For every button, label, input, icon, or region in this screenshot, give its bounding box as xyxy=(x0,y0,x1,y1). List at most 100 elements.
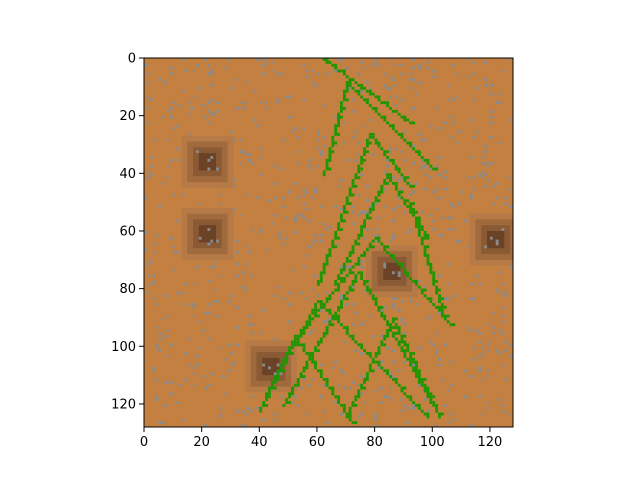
pebble xyxy=(417,81,421,84)
vegetation-cell xyxy=(377,95,381,99)
vegetation-cell xyxy=(400,349,404,353)
pebble xyxy=(357,415,361,419)
vegetation-cell xyxy=(414,372,418,376)
pebble xyxy=(487,323,490,327)
pebble xyxy=(446,83,450,87)
pebble xyxy=(308,164,312,168)
pebble xyxy=(475,86,479,90)
vegetation-cell xyxy=(340,323,343,327)
vegetation-cell xyxy=(414,150,418,154)
vegetation-cell xyxy=(319,369,323,373)
vegetation-cell xyxy=(348,202,352,206)
pebble xyxy=(469,118,473,122)
vegetation-cell xyxy=(342,98,346,102)
vegetation-cell xyxy=(354,242,358,246)
pebble xyxy=(169,115,173,119)
pebble xyxy=(210,69,214,73)
vegetation-cell xyxy=(314,366,317,370)
vegetation-cell xyxy=(325,259,329,263)
vegetation-cell xyxy=(285,360,289,364)
pebble xyxy=(218,415,222,419)
pebble xyxy=(190,107,194,110)
pebble xyxy=(507,412,511,416)
pebble xyxy=(236,343,240,347)
pebble xyxy=(403,130,407,133)
pebble xyxy=(265,107,268,110)
vegetation-cell xyxy=(340,268,343,272)
vegetation-cell xyxy=(377,360,381,364)
pebble xyxy=(282,205,286,208)
vegetation-cell xyxy=(406,118,410,122)
vegetation-cell xyxy=(414,222,418,226)
vegetation-cell xyxy=(331,144,335,148)
vegetation-cell xyxy=(371,245,375,249)
pebble xyxy=(510,265,513,269)
vegetation-cell xyxy=(374,95,378,99)
pebble xyxy=(446,297,450,301)
vegetation-cell xyxy=(337,277,341,280)
vegetation-cell xyxy=(380,366,384,370)
vegetation-cell xyxy=(325,60,329,64)
pebble xyxy=(507,187,511,191)
pebble xyxy=(400,398,404,402)
pebble xyxy=(316,164,320,168)
vegetation-cell xyxy=(348,409,352,413)
vegetation-cell xyxy=(386,101,390,105)
pebble xyxy=(291,401,294,404)
vegetation-cell xyxy=(400,190,404,194)
pebble xyxy=(377,63,381,67)
pebble xyxy=(351,380,355,384)
pebble xyxy=(253,89,257,93)
vegetation-cell xyxy=(409,395,413,399)
vegetation-cell xyxy=(409,354,413,358)
vegetation-cell xyxy=(394,181,398,185)
pebble xyxy=(239,101,243,105)
vegetation-cell xyxy=(351,193,355,197)
vegetation-cell xyxy=(414,279,418,283)
vegetation-cell xyxy=(409,398,413,402)
vegetation-cell xyxy=(357,167,361,171)
pebble xyxy=(152,274,156,278)
pebble xyxy=(420,138,424,142)
vegetation-cell xyxy=(432,303,436,306)
vegetation-cell xyxy=(409,360,413,364)
pebble xyxy=(296,196,300,200)
vegetation-cell xyxy=(391,326,395,329)
vegetation-cell xyxy=(414,403,418,407)
vegetation-cell xyxy=(334,141,338,145)
pebble xyxy=(270,69,274,73)
vegetation-cell xyxy=(417,222,421,226)
vegetation-cell xyxy=(423,288,427,292)
vegetation-cell xyxy=(291,386,294,390)
pebble xyxy=(438,196,441,200)
vegetation-cell xyxy=(371,294,375,298)
vegetation-cell xyxy=(426,233,430,237)
vegetation-cell xyxy=(383,179,387,182)
pebble xyxy=(291,268,294,272)
vegetation-cell xyxy=(435,406,439,410)
vegetation-cell xyxy=(389,158,392,162)
vegetation-cell xyxy=(351,184,355,188)
vegetation-cell xyxy=(360,225,364,229)
pebble xyxy=(314,233,317,237)
vegetation-cell xyxy=(417,153,421,157)
pebble xyxy=(236,107,240,110)
vegetation-cell xyxy=(432,274,436,278)
vegetation-cell xyxy=(440,311,444,315)
pebble xyxy=(374,418,378,422)
pebble xyxy=(481,161,485,165)
vegetation-cell xyxy=(276,369,280,373)
vegetation-cell xyxy=(420,236,424,240)
pebble xyxy=(386,164,390,168)
pebble xyxy=(360,352,364,355)
vegetation-cell xyxy=(270,386,274,390)
pebble xyxy=(265,60,268,64)
vegetation-cell xyxy=(377,193,381,197)
vegetation-cell xyxy=(389,173,392,177)
vegetation-cell xyxy=(383,343,387,347)
vegetation-cell xyxy=(334,230,338,234)
vegetation-cell xyxy=(435,285,439,289)
vegetation-cell xyxy=(267,392,271,396)
y-tick-label: 0 xyxy=(128,52,136,67)
vegetation-cell xyxy=(328,147,332,151)
